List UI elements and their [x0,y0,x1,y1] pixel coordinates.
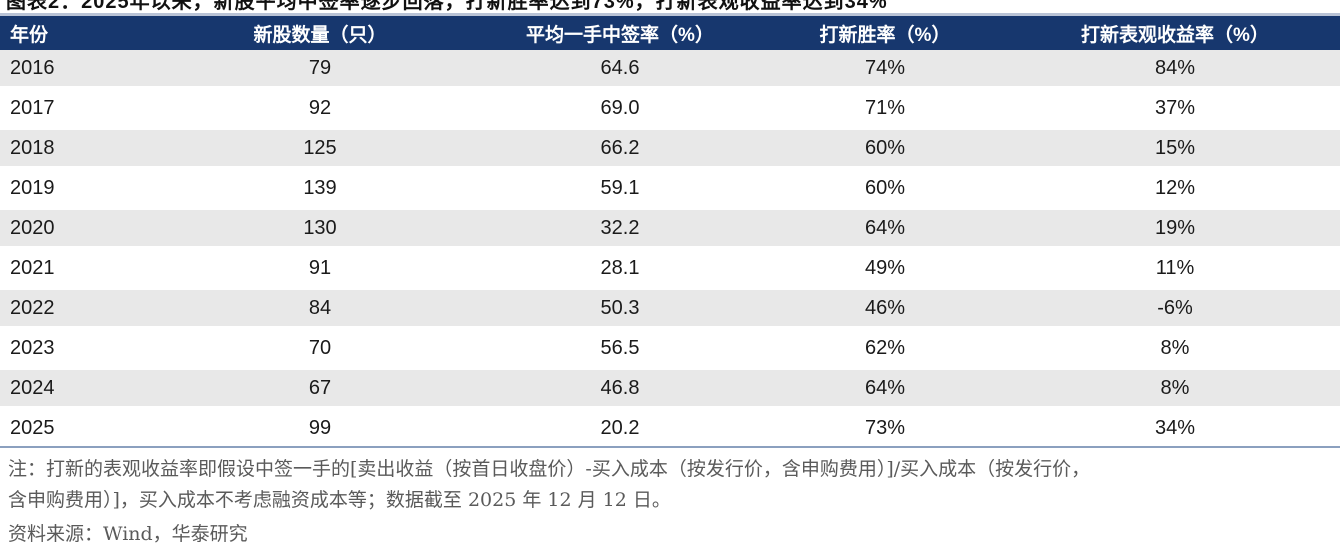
value-cell: 84 [160,290,480,330]
value-cell: 62% [760,330,1010,370]
figure-caption-text: 图表2：2025年以来，新股平均中签率逐步回落，打新胜率达到73%，打新表观收益… [6,0,888,11]
column-header: 打新表观收益率（%） [1010,13,1340,50]
value-cell: 66.2 [480,130,760,170]
column-header: 新股数量（只） [160,13,480,50]
figure-caption-clipped: 图表2：2025年以来，新股平均中签率逐步回落，打新胜率达到73%，打新表观收益… [6,0,1340,11]
value-cell: -6% [1010,290,1340,330]
value-cell: 79 [160,50,480,90]
column-header: 平均一手中签率（%） [480,13,760,50]
value-cell: 50.3 [480,290,760,330]
column-header: 年份 [0,13,160,50]
value-cell: 15% [1010,130,1340,170]
year-cell: 2023 [0,330,160,370]
table-row: 2021 91 28.1 49% 11% [0,250,1340,290]
table-notes: 注：打新的表观收益率即假设中签一手的[卖出收益（按首日收盘价）-买入成本（按发行… [8,454,1332,516]
note-line-1: 注：打新的表观收益率即假设中签一手的[卖出收益（按首日收盘价）-买入成本（按发行… [8,458,1091,480]
value-cell: 92 [160,90,480,130]
value-cell: 70 [160,330,480,370]
value-cell: 11% [1010,250,1340,290]
value-cell: 60% [760,130,1010,170]
table-row: 2018 125 66.2 60% 15% [0,130,1340,170]
value-cell: 64% [760,370,1010,410]
value-cell: 59.1 [480,170,760,210]
value-cell: 20.2 [480,410,760,448]
value-cell: 60% [760,170,1010,210]
value-cell: 19% [1010,210,1340,250]
year-cell: 2019 [0,170,160,210]
table-row: 2019 139 59.1 60% 12% [0,170,1340,210]
year-cell: 2022 [0,290,160,330]
value-cell: 139 [160,170,480,210]
value-cell: 125 [160,130,480,170]
value-cell: 91 [160,250,480,290]
value-cell: 56.5 [480,330,760,370]
value-cell: 73% [760,410,1010,448]
year-cell: 2021 [0,250,160,290]
value-cell: 71% [760,90,1010,130]
value-cell: 37% [1010,90,1340,130]
table-row: 2017 92 69.0 71% 37% [0,90,1340,130]
column-header: 打新胜率（%） [760,13,1010,50]
ipo-stats-table: 年份 新股数量（只） 平均一手中签率（%） 打新胜率（%） 打新表观收益率（%） 2016… [0,13,1340,448]
value-cell: 64% [760,210,1010,250]
table-row: 2024 67 46.8 64% 8% [0,370,1340,410]
year-cell: 2025 [0,410,160,448]
value-cell: 99 [160,410,480,448]
table-row: 2025 99 20.2 73% 34% [0,410,1340,448]
year-cell: 2016 [0,50,160,90]
value-cell: 32.2 [480,210,760,250]
table-row: 2020 130 32.2 64% 19% [0,210,1340,250]
year-cell: 2024 [0,370,160,410]
year-cell: 2020 [0,210,160,250]
value-cell: 8% [1010,370,1340,410]
value-cell: 64.6 [480,50,760,90]
note-line-2: 含申购费用）]，买入成本不考虑融资成本等；数据截至 2025 年 12 月 12… [8,489,671,511]
table-row: 2023 70 56.5 62% 8% [0,330,1340,370]
value-cell: 130 [160,210,480,250]
value-cell: 46% [760,290,1010,330]
table-row: 2022 84 50.3 46% -6% [0,290,1340,330]
header-row: 年份 新股数量（只） 平均一手中签率（%） 打新胜率（%） 打新表观收益率（%） [0,13,1340,50]
value-cell: 28.1 [480,250,760,290]
value-cell: 8% [1010,330,1340,370]
value-cell: 34% [1010,410,1340,448]
value-cell: 46.8 [480,370,760,410]
value-cell: 74% [760,50,1010,90]
value-cell: 84% [1010,50,1340,90]
source-line: 资料来源：Wind，华泰研究 [8,523,248,545]
table-row: 2016 79 64.6 74% 84% [0,50,1340,90]
year-cell: 2017 [0,90,160,130]
value-cell: 12% [1010,170,1340,210]
value-cell: 69.0 [480,90,760,130]
value-cell: 49% [760,250,1010,290]
value-cell: 67 [160,370,480,410]
year-cell: 2018 [0,130,160,170]
